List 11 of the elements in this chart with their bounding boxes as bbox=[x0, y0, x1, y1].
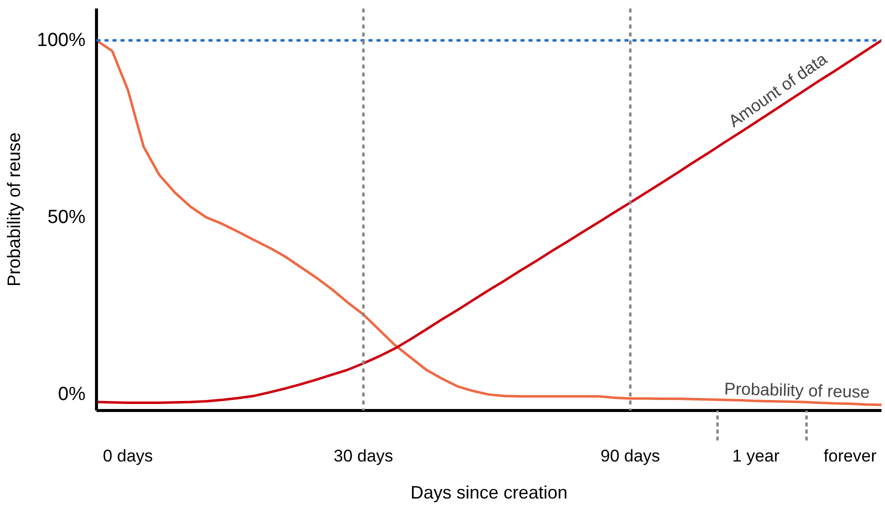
y-tick-label: 100% bbox=[36, 30, 86, 51]
x-axis-title: Days since creation bbox=[410, 482, 568, 502]
x-tick-label: forever bbox=[824, 446, 877, 466]
x-tick-label: 90 days bbox=[600, 446, 660, 466]
y-tick-label: 50% bbox=[47, 206, 86, 228]
y-axis-title: Probability of reuse bbox=[4, 132, 24, 287]
x-tick-label: 30 days bbox=[334, 446, 394, 466]
series-label: Probability of reuse bbox=[724, 379, 870, 402]
x-tick-label: 1 year bbox=[732, 446, 780, 466]
x-tick-label: 0 days bbox=[102, 446, 153, 466]
y-tick-label: 0% bbox=[58, 384, 86, 406]
